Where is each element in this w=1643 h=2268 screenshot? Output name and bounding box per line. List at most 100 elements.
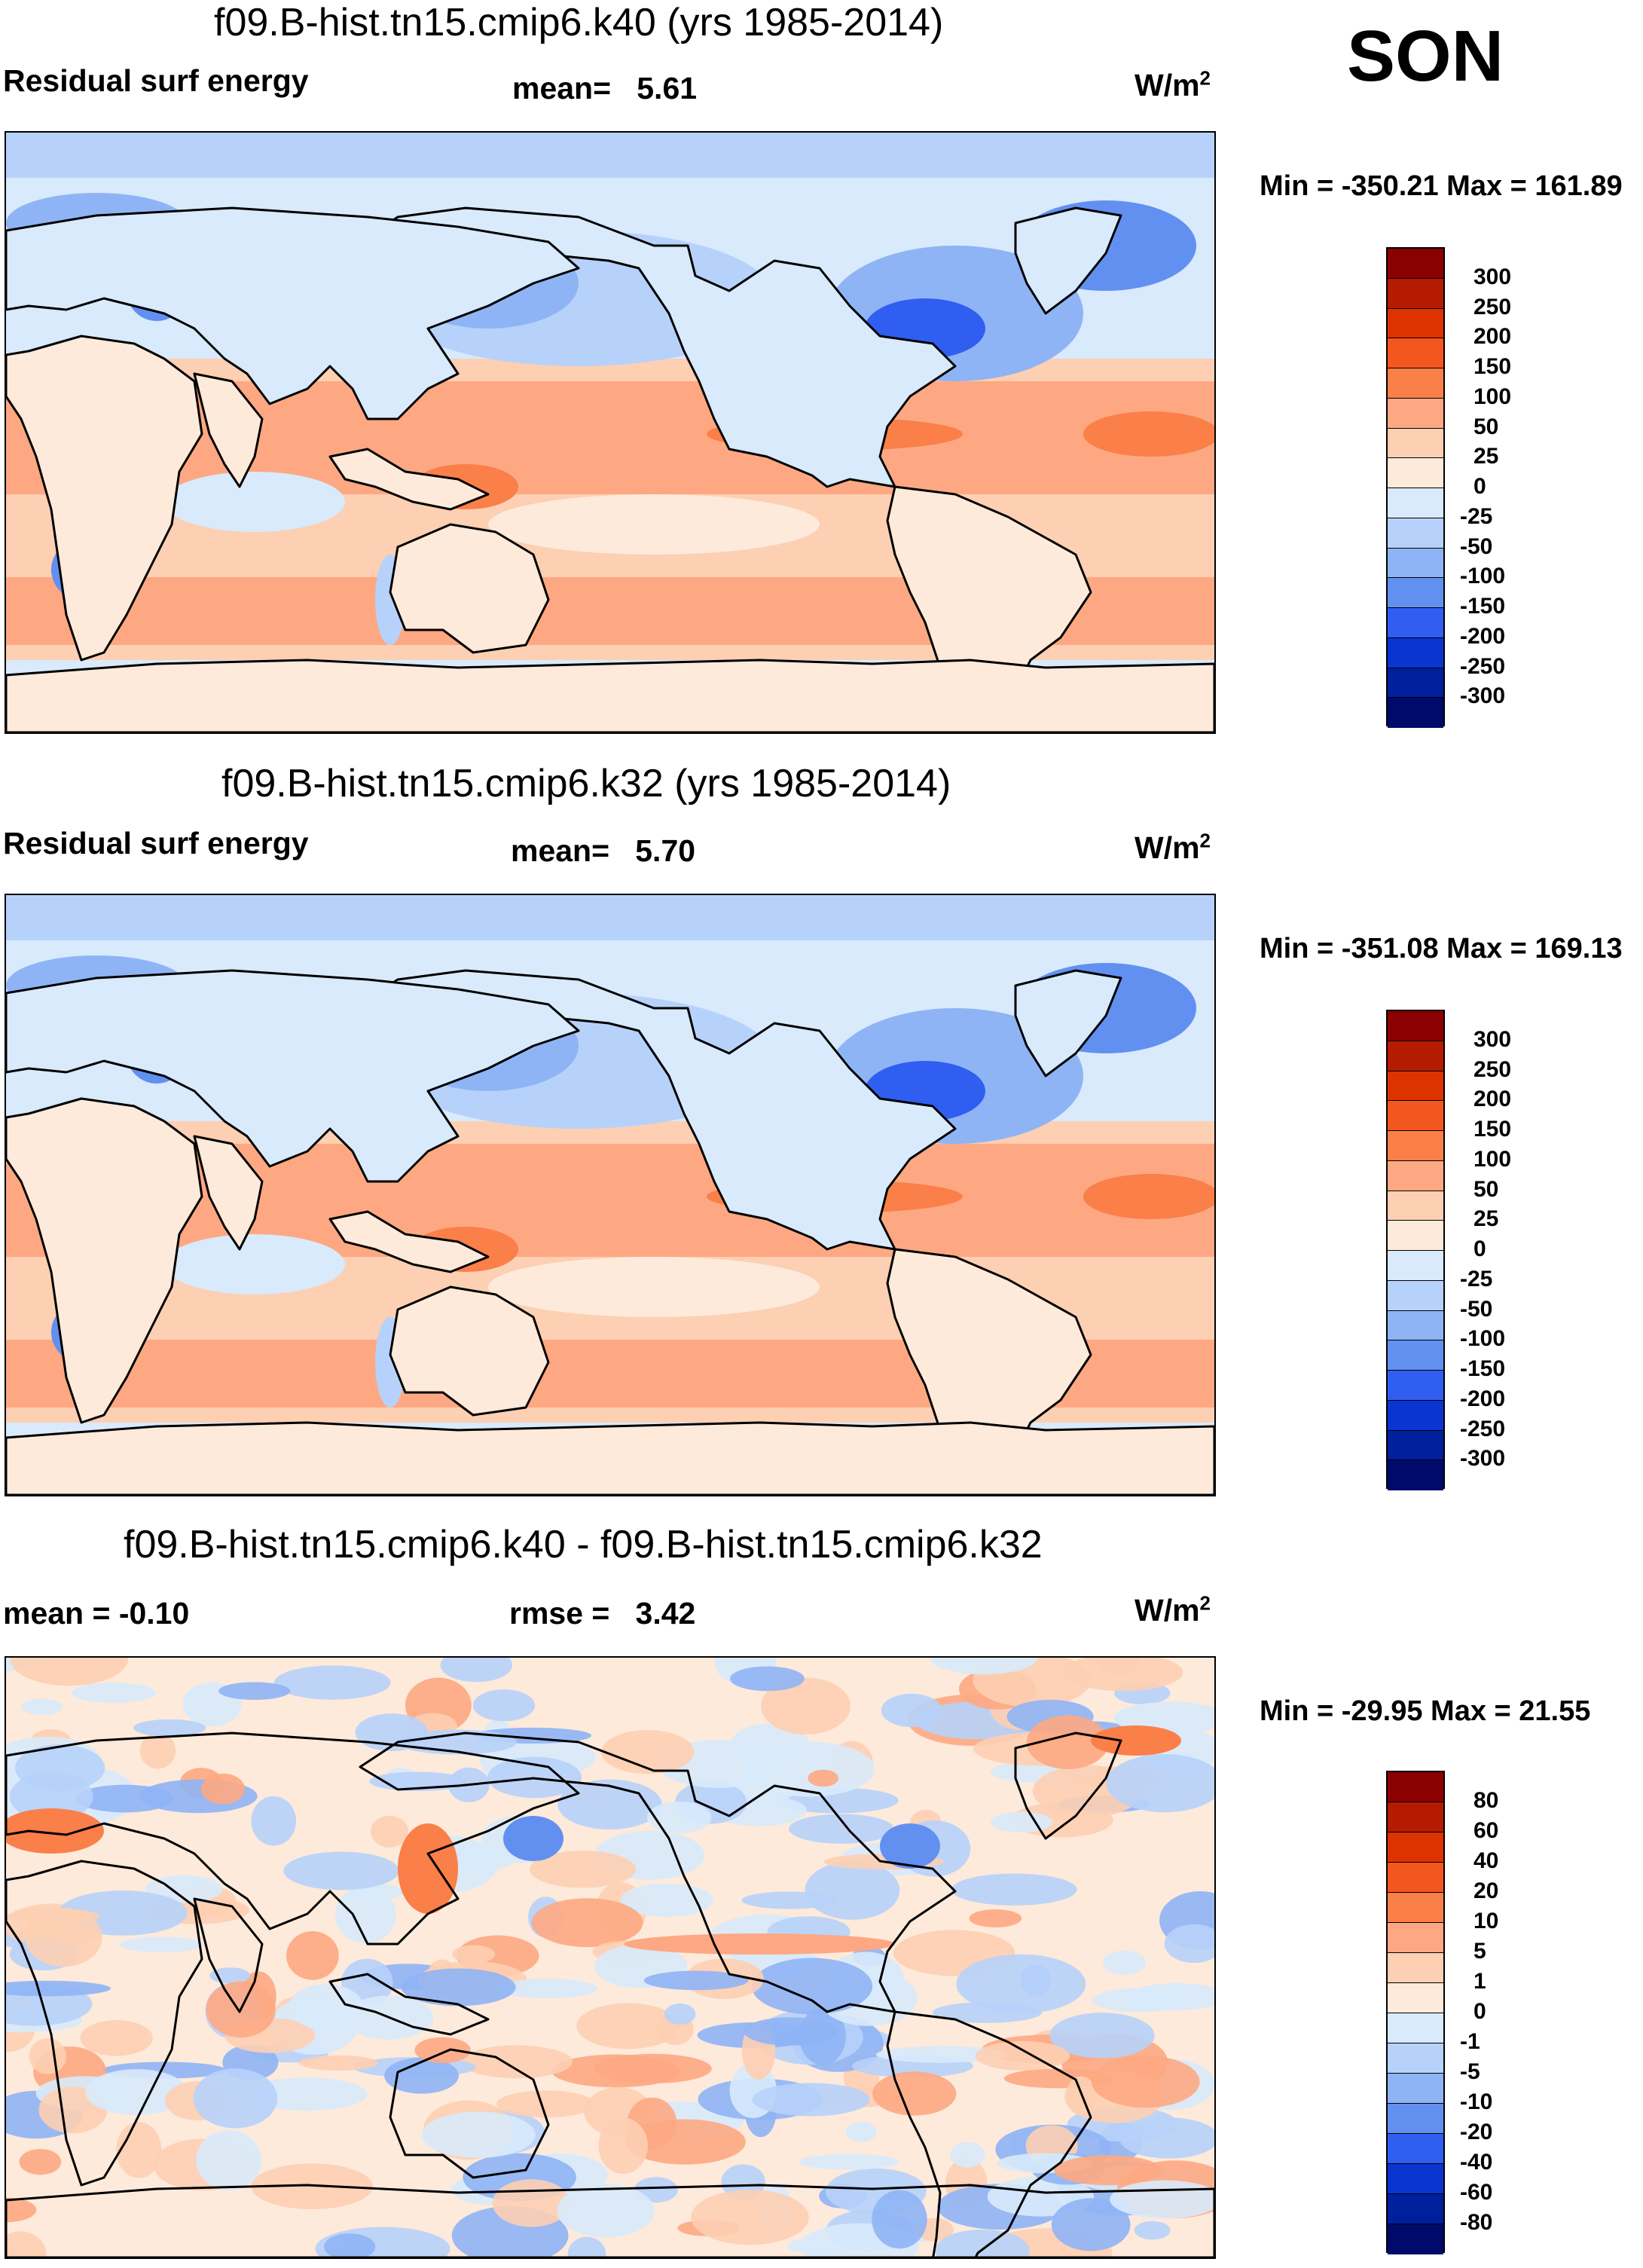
continent-antarctica xyxy=(6,1421,1214,1495)
continent-indonesia xyxy=(328,1210,490,1273)
field-feature xyxy=(193,2068,278,2129)
field-feature xyxy=(1119,2117,1214,2159)
colorbar-tick-label: -20 xyxy=(1460,2120,1493,2144)
colorbar-tick-label: 150 xyxy=(1474,1117,1512,1142)
field-feature xyxy=(384,2057,460,2094)
field-feature xyxy=(1106,1754,1214,1813)
field-feature xyxy=(497,1979,597,1999)
panel-2-units-sup: 2 xyxy=(1199,829,1211,852)
continent-eurasia xyxy=(6,969,580,1183)
colorbar-swatch xyxy=(1388,1160,1443,1191)
panel-1-mean-label: mean= 5.61 xyxy=(512,71,697,106)
colorbar-tick-label: 25 xyxy=(1474,444,1499,469)
colorbar-swatch xyxy=(1388,368,1443,399)
continent-australia xyxy=(389,2048,550,2179)
field-feature xyxy=(594,2053,712,2084)
colorbar-swatch xyxy=(1388,428,1443,459)
continent-eurasia xyxy=(6,1732,580,1946)
field-feature xyxy=(1091,1725,1181,1756)
field-feature xyxy=(324,2233,376,2257)
field-feature xyxy=(503,1816,563,1861)
field-feature xyxy=(9,1772,93,1821)
field-feature xyxy=(201,1773,245,1805)
field-feature xyxy=(334,1885,397,1944)
colorbar-tick-label: 40 xyxy=(1474,1848,1499,1873)
colorbar-swatch xyxy=(1388,1923,1443,1953)
colorbar-tick-label: -80 xyxy=(1460,2210,1493,2235)
field-feature xyxy=(472,1689,536,1722)
field-feature xyxy=(1049,2013,1155,2059)
panel-1-title: f09.B-hist.tn15.cmip6.k40 (yrs 1985-2014… xyxy=(214,1,944,44)
continent-africa xyxy=(6,335,203,662)
field-feature xyxy=(1103,1950,1147,1976)
field-feature xyxy=(752,2083,870,2117)
field-feature xyxy=(289,1984,364,2030)
field-feature xyxy=(557,2184,655,2238)
continent-greenland xyxy=(1014,206,1122,315)
field-feature xyxy=(1164,1924,1214,1964)
field-feature xyxy=(370,1815,409,1848)
field-feature xyxy=(567,2236,606,2257)
field-feature xyxy=(398,1823,458,1914)
field-feature xyxy=(133,1719,206,1737)
panel-2-title: f09.B-hist.tn15.cmip6.k32 (yrs 1985-2014… xyxy=(221,762,951,805)
continent-india-arabia xyxy=(193,372,264,488)
field-feature xyxy=(6,2197,37,2223)
panel-1-variable-label: Residual surf energy xyxy=(3,63,309,98)
colorbar-tick-label: 100 xyxy=(1474,384,1512,409)
colorbar-swatch xyxy=(1388,1041,1443,1071)
field-feature xyxy=(880,1823,940,1869)
colorbar-swatch xyxy=(1388,1460,1443,1490)
panel-3-rmse-text: rmse = xyxy=(509,1596,610,1631)
field-feature xyxy=(492,2179,571,2227)
field-feature xyxy=(19,2148,62,2175)
field-feature xyxy=(761,1677,851,1735)
field-feature xyxy=(787,2238,839,2254)
field-feature xyxy=(975,2040,1070,2071)
panel-1-mean-text: mean= xyxy=(512,71,612,105)
panel-2-variable-label: Residual surf energy xyxy=(3,826,309,860)
continent-indonesia xyxy=(328,1973,490,2036)
colorbar-tick-label: -40 xyxy=(1460,2150,1493,2175)
panel-2-mean-label: mean= 5.70 xyxy=(511,833,695,869)
colorbar-swatch xyxy=(1388,2134,1443,2164)
field-feature xyxy=(421,2111,536,2158)
continent-africa xyxy=(6,1097,203,1424)
field-feature xyxy=(872,2190,927,2249)
colorbar-swatch xyxy=(1388,698,1443,728)
field-feature xyxy=(741,1891,838,1909)
field-feature xyxy=(950,2141,985,2168)
colorbar-tick-label: 250 xyxy=(1474,294,1512,319)
field-feature xyxy=(643,1970,749,1991)
field-feature xyxy=(116,2122,162,2178)
field-feature xyxy=(691,2190,809,2245)
field-feature xyxy=(799,2153,899,2170)
colorbar-swatch xyxy=(1388,338,1443,368)
continent-south-america xyxy=(886,485,1092,732)
panel-2-mean-value: 5.70 xyxy=(635,833,696,868)
field-feature xyxy=(576,2003,680,2049)
panel-2-minmax: Min = -351.08 Max = 169.13 xyxy=(1260,933,1623,964)
continent-africa xyxy=(6,1860,203,2187)
colorbar-swatch xyxy=(1388,2224,1443,2254)
colorbar-tick-label: -100 xyxy=(1460,1326,1506,1352)
field-feature xyxy=(164,472,345,532)
field-feature xyxy=(6,1808,104,1854)
field-feature xyxy=(80,2020,153,2056)
field-feature xyxy=(730,1666,805,1692)
panel-1-map xyxy=(5,131,1216,734)
colorbar-tick-label: 300 xyxy=(1474,264,1512,289)
field-feature xyxy=(283,1851,399,1891)
season-label: SON xyxy=(1347,16,1504,96)
panel-1-units-base: W/m xyxy=(1135,68,1200,102)
panel-3-units-sup: 2 xyxy=(1199,1591,1211,1615)
field-feature xyxy=(598,2117,648,2175)
field-feature xyxy=(956,1954,1086,2014)
colorbar-tick-label: 150 xyxy=(1474,354,1512,379)
colorbar-swatch xyxy=(1388,458,1443,488)
field-feature xyxy=(930,1658,1038,1675)
colorbar-tick-label: -150 xyxy=(1460,1356,1506,1381)
colorbar-swatch xyxy=(1388,1863,1443,1893)
colorbar-swatch xyxy=(1388,1430,1443,1461)
continent-antarctica xyxy=(6,2184,1214,2257)
